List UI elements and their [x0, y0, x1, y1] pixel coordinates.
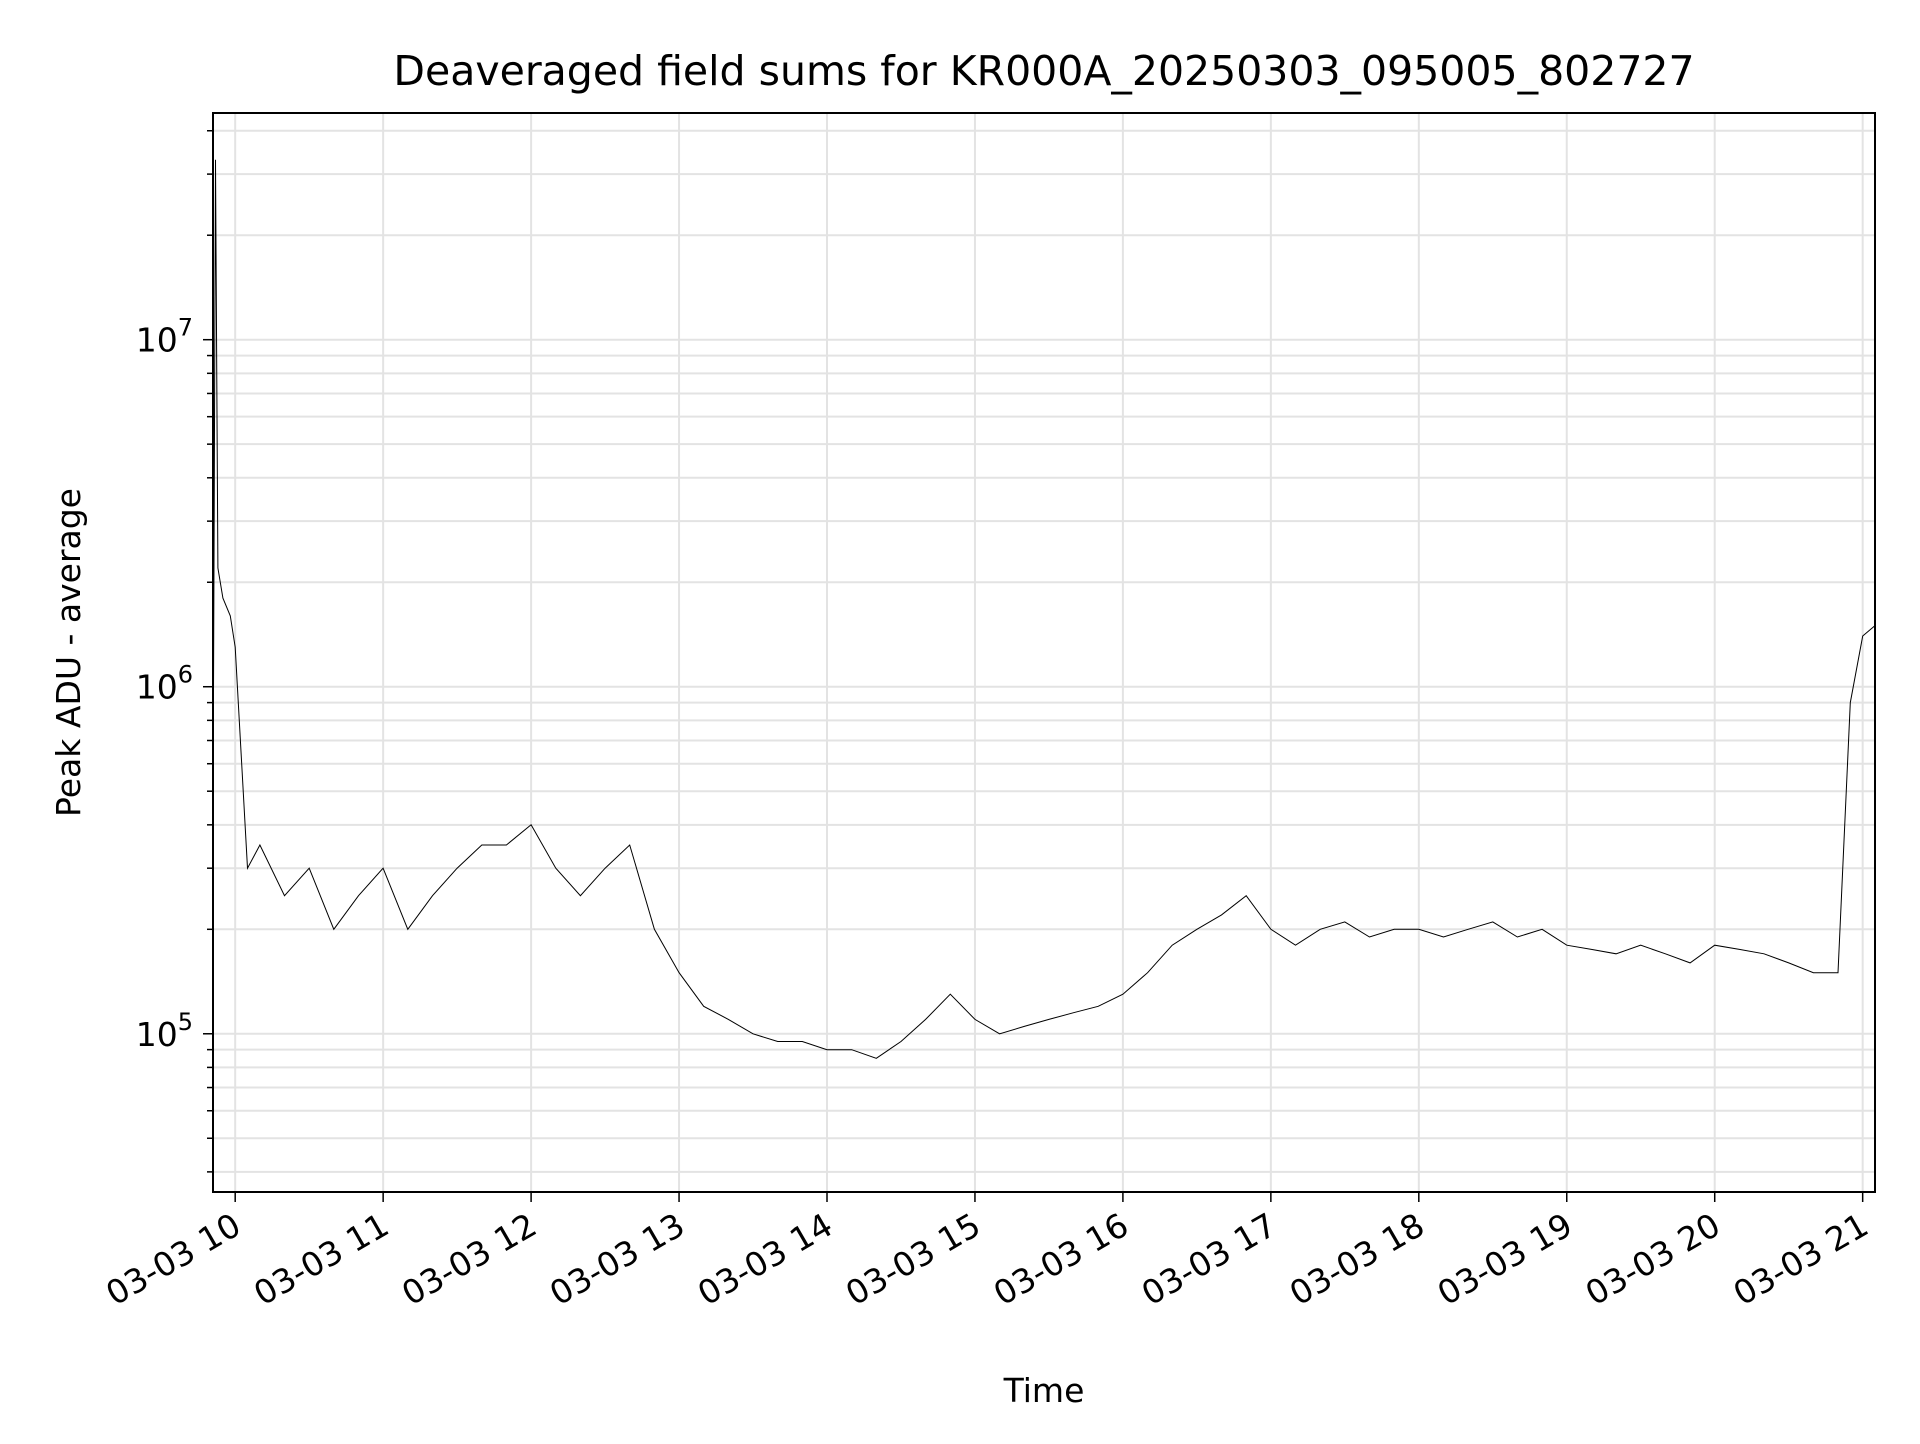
y-tick-base: 10: [136, 1015, 178, 1054]
y-tick-label: 106: [136, 661, 193, 707]
y-tick-base: 10: [136, 668, 178, 707]
x-tick-label: 03-03 16: [987, 1205, 1135, 1313]
x-axis-label: Time: [1003, 1371, 1085, 1410]
y-tick-label: 107: [136, 314, 193, 360]
grid-layer: [213, 113, 1875, 1192]
x-tick-label: 03-03 21: [1727, 1205, 1875, 1313]
x-tick-label: 03-03 20: [1579, 1205, 1727, 1313]
x-tick-label: 03-03 18: [1283, 1205, 1431, 1313]
axes-frame: [212, 112, 1876, 1193]
y-tick-exponent: 7: [178, 314, 193, 342]
series-line: [212, 159, 1876, 1059]
x-tick-label: 03-03 10: [99, 1205, 247, 1313]
x-tick-label: 03-03 14: [691, 1205, 839, 1313]
y-tick-label: 105: [136, 1008, 193, 1054]
y-tick-exponent: 6: [178, 661, 193, 689]
y-tick-exponent: 5: [178, 1008, 193, 1036]
x-tick-label: 03-03 13: [543, 1205, 691, 1313]
x-tick-label: 03-03 17: [1135, 1205, 1283, 1313]
x-tick-label: 03-03 11: [247, 1205, 395, 1313]
x-tick-label: 03-03 12: [395, 1205, 543, 1313]
x-tick-label: 03-03 19: [1431, 1205, 1579, 1313]
y-tick-base: 10: [136, 321, 178, 360]
x-tick-label: 03-03 15: [839, 1205, 987, 1313]
y-axis-label: Peak ADU - average: [49, 488, 88, 817]
chart-title: Deaveraged field sums for KR000A_2025030…: [393, 47, 1694, 95]
